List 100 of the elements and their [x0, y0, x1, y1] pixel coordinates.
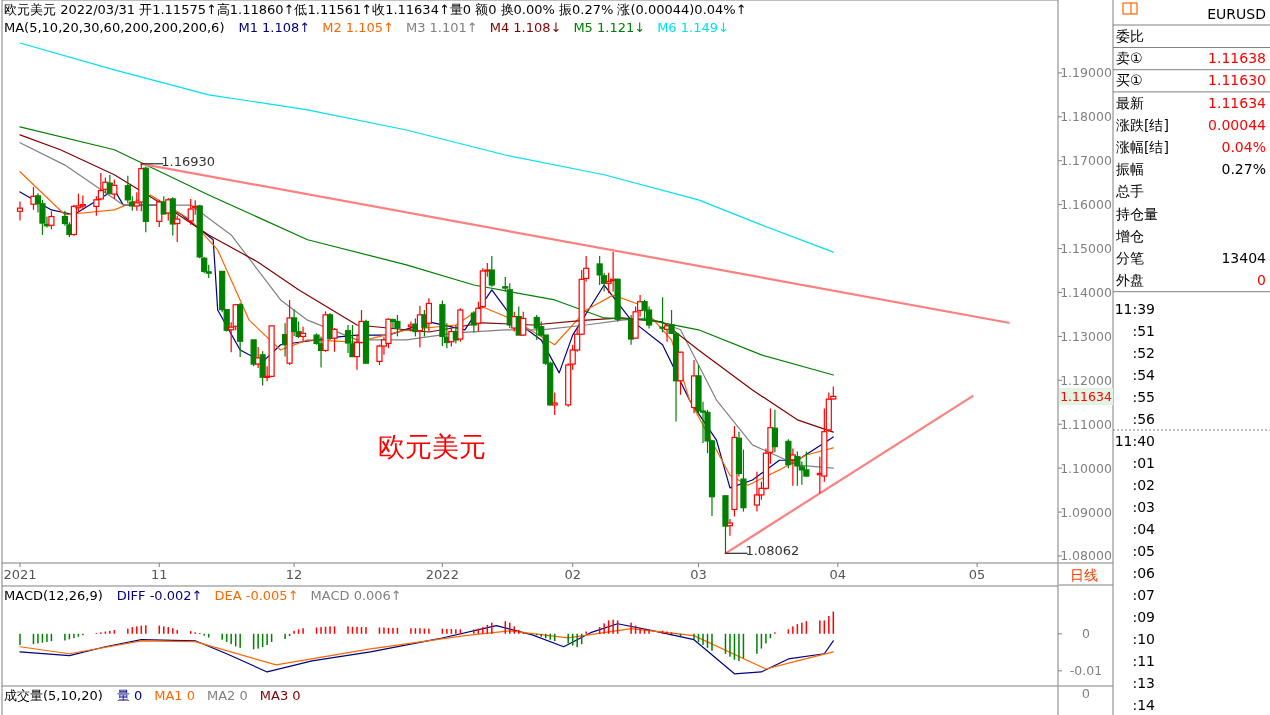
candlestick	[753, 471, 761, 513]
text: :02	[1132, 477, 1155, 493]
x-tick-label: 05	[968, 567, 986, 582]
candlestick	[785, 438, 792, 469]
y-tick-label: 1.14000	[1060, 284, 1112, 300]
candlestick	[425, 297, 432, 333]
category-label: 持仓量	[1116, 205, 1158, 222]
text: :03	[1132, 499, 1155, 515]
x-tick-label: 11	[151, 567, 168, 582]
text: 0.04%	[1221, 139, 1266, 155]
text: :55	[1132, 389, 1155, 405]
text: :13	[1132, 675, 1155, 691]
line-series	[19, 42, 834, 253]
text: :05	[1132, 543, 1155, 559]
legend-title: MACD(12,26,9)	[4, 588, 103, 603]
text: M4 1.108↓	[489, 20, 562, 35]
text: 1.11634	[1208, 94, 1266, 111]
candlestick	[16, 200, 24, 222]
text: :11	[1132, 653, 1155, 669]
text: M2 1.105↑	[322, 20, 394, 35]
text: :09	[1132, 609, 1155, 625]
series-label: MACD 0.006↑	[310, 588, 402, 603]
candlestick	[794, 450, 801, 487]
candlestick	[726, 518, 734, 537]
category-label: 卖①	[1116, 50, 1143, 67]
category-label: 增仓	[1115, 227, 1144, 244]
y-tick-label: 1.15000	[1060, 241, 1112, 257]
y-tick-label: 1.08000	[1060, 548, 1112, 564]
y-tick-label: 1.09000	[1060, 504, 1112, 520]
text: :06	[1132, 565, 1156, 581]
text: :51	[1132, 323, 1155, 339]
annotation: 1.16930	[161, 153, 216, 169]
candlestick	[421, 309, 428, 337]
legend-label: MA1 0	[154, 688, 195, 703]
candlestick	[520, 311, 527, 337]
x-tick-label: 03	[690, 567, 707, 582]
category-label: 总手	[1115, 183, 1144, 200]
x-tick-label: 12	[285, 567, 303, 582]
text: :01	[1132, 455, 1155, 471]
text: M1 1.108↑	[238, 20, 311, 35]
text: EURUSD	[1207, 6, 1266, 22]
y-tick-label: 1.12000	[1060, 372, 1112, 388]
y-tick-label: 1.16000	[1060, 197, 1112, 213]
y-tick-label: 1.18000	[1060, 109, 1112, 125]
x-tick-label: 02	[564, 567, 581, 582]
text: :56	[1132, 411, 1156, 427]
text: DEA -0.005↑	[214, 588, 299, 603]
candlestick	[111, 179, 118, 200]
text: 0.27%	[1221, 161, 1266, 178]
candlestick	[394, 314, 401, 337]
annotation: 欧元美元	[378, 431, 486, 462]
y-tick-label: 1.13000	[1060, 328, 1112, 344]
category-label: 涨跌[结]	[1116, 116, 1169, 133]
text: 1.11630	[1208, 72, 1266, 89]
x-tick-label: 2022	[425, 567, 459, 582]
candlestick	[551, 392, 558, 416]
text: :52	[1132, 345, 1155, 361]
y-tick-label: 1.17000	[1060, 153, 1112, 169]
line-series	[19, 126, 834, 376]
text: M3 1.101↑	[405, 20, 478, 35]
text: 0	[1257, 272, 1266, 289]
text: 成交量(5,10,20)	[4, 688, 103, 703]
text: 11:40	[1114, 433, 1155, 449]
x-tick-label: 2021	[3, 567, 37, 582]
y-tick-label: 1.11000	[1060, 416, 1112, 432]
candlestick	[48, 210, 55, 230]
text: M5 1.121↓	[573, 20, 646, 35]
text: 11:39	[1114, 301, 1155, 317]
category-label: 振幅	[1116, 161, 1144, 178]
category-label: 外盘	[1116, 272, 1144, 289]
legend-title: MA(5,10,20,30,60,200,200,200,6)	[4, 20, 225, 35]
text: :54	[1132, 367, 1156, 383]
candlestick	[259, 350, 266, 387]
y-tick-label: 1.19000	[1060, 65, 1112, 81]
legend-label: MA2 0	[206, 688, 248, 703]
text: DIFF -0.002↑	[116, 588, 203, 603]
text: :04	[1132, 521, 1156, 537]
chart-title: 欧元美元 2022/03/31 开1.11575↑高1.11860↑低1.11561↑收1.11634↑量0 额0 换0.00% 振0.27% 涨(0.00044)0.04%↑	[4, 2, 747, 17]
ref-line-label: 1.11634	[1060, 388, 1112, 404]
text: 1.11638	[1208, 50, 1266, 67]
category-label: 委比	[1116, 28, 1144, 44]
text: :14	[1132, 697, 1156, 713]
candlestick	[299, 326, 307, 343]
text: :07	[1132, 587, 1155, 603]
text: 日线	[1070, 567, 1098, 583]
candlestick	[771, 409, 778, 453]
text: M6 1.149↓	[657, 20, 729, 35]
candlestick	[331, 327, 338, 353]
x-tick-label: 04	[829, 567, 847, 582]
text: 0.00044	[1208, 116, 1266, 133]
legend-label: MA3 0	[259, 688, 301, 703]
category-label: 买①	[1116, 72, 1143, 89]
annotation: 1.08062	[745, 543, 800, 559]
category-label: 最新	[1116, 94, 1144, 111]
candlestick	[174, 215, 181, 243]
candlestick	[344, 324, 352, 354]
text: :10	[1132, 631, 1155, 647]
y-tick-label: -0.01	[1069, 663, 1103, 679]
category-label: 分笔	[1116, 250, 1144, 266]
legend-label: 量 0	[116, 688, 143, 703]
